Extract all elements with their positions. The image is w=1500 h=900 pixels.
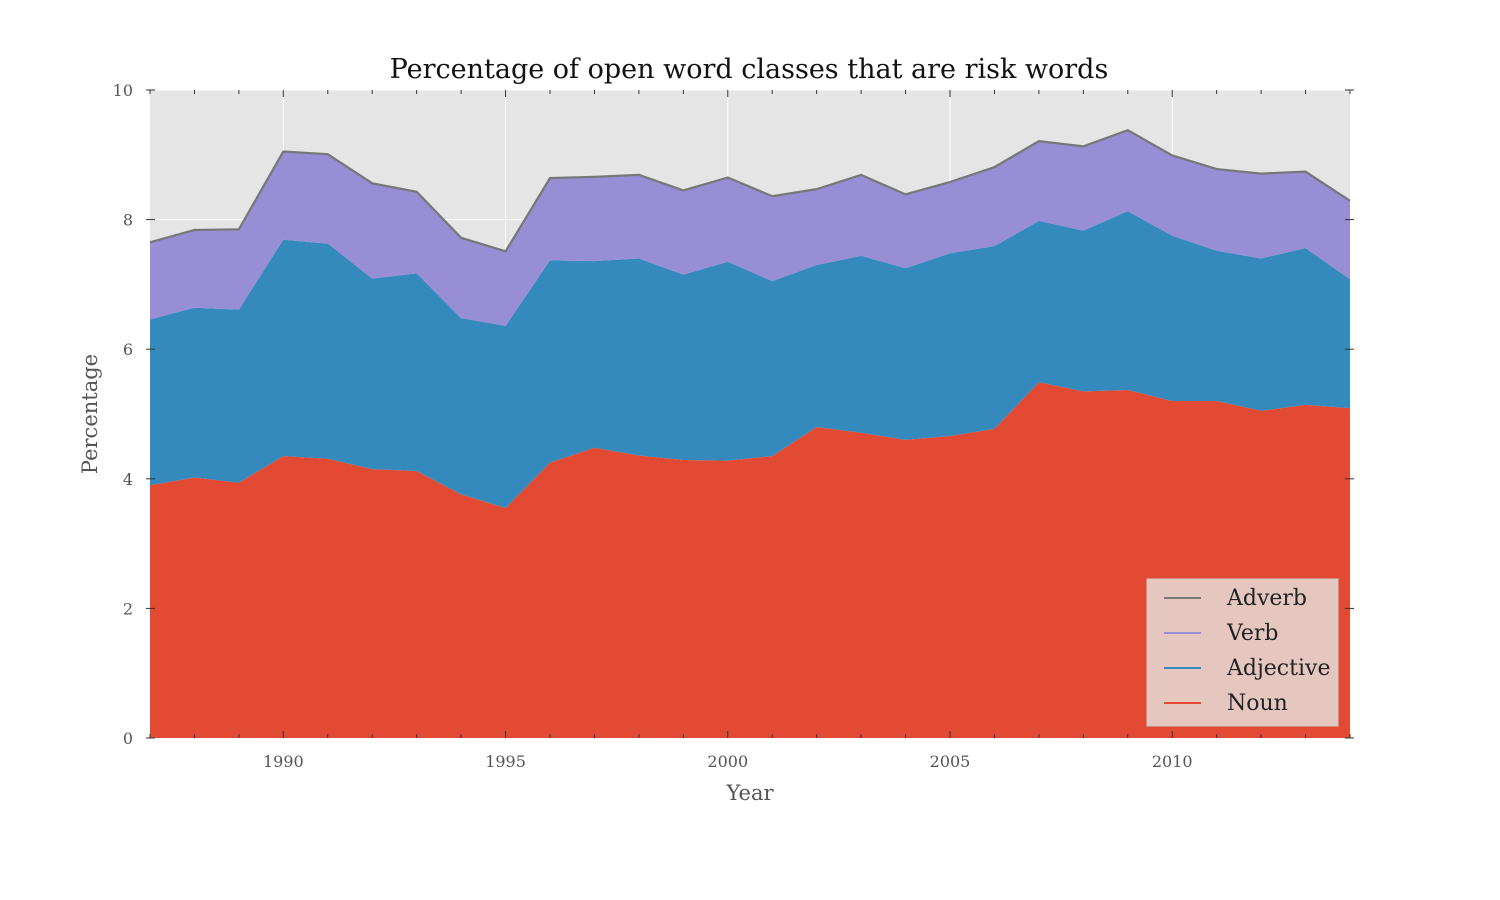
y-axis-label: Percentage: [78, 354, 102, 474]
y-tick-label: 10: [113, 81, 133, 100]
tick-labels: 1990 1995 2000 2005 2010 0 2 4 6 8 10: [113, 81, 1193, 771]
area-noun: [150, 382, 1350, 738]
y-tick-label: 8: [123, 211, 133, 230]
chart-title: Percentage of open word classes that are…: [390, 54, 1109, 85]
x-tick-label: 1990: [263, 752, 304, 771]
area-verb: [150, 130, 1350, 326]
x-tick-label: 2000: [707, 752, 748, 771]
y-tick-label: 0: [123, 729, 133, 748]
axis-ticks: [146, 89, 1354, 739]
x-tick-label: 1995: [485, 752, 526, 771]
legend-label-adjective: Adjective: [1226, 656, 1330, 681]
legend-label-noun: Noun: [1227, 691, 1288, 716]
legend-label-adverb: Adverb: [1226, 586, 1307, 611]
legend-box: [1146, 578, 1339, 727]
line-adverb: [149, 128, 1351, 253]
legend-label-verb: Verb: [1226, 621, 1279, 646]
area-series: [150, 130, 1350, 738]
x-tick-label: 2005: [930, 752, 971, 771]
series-lines: [149, 128, 1351, 253]
area-adjective: [150, 211, 1350, 508]
x-axis-label: Year: [725, 781, 774, 805]
y-tick-label: 2: [123, 599, 133, 618]
legend: Adverb Verb Adjective Noun: [1146, 578, 1339, 727]
y-tick-label: 4: [123, 470, 133, 489]
y-tick-label: 6: [123, 340, 133, 359]
x-tick-label: 2010: [1152, 752, 1193, 771]
